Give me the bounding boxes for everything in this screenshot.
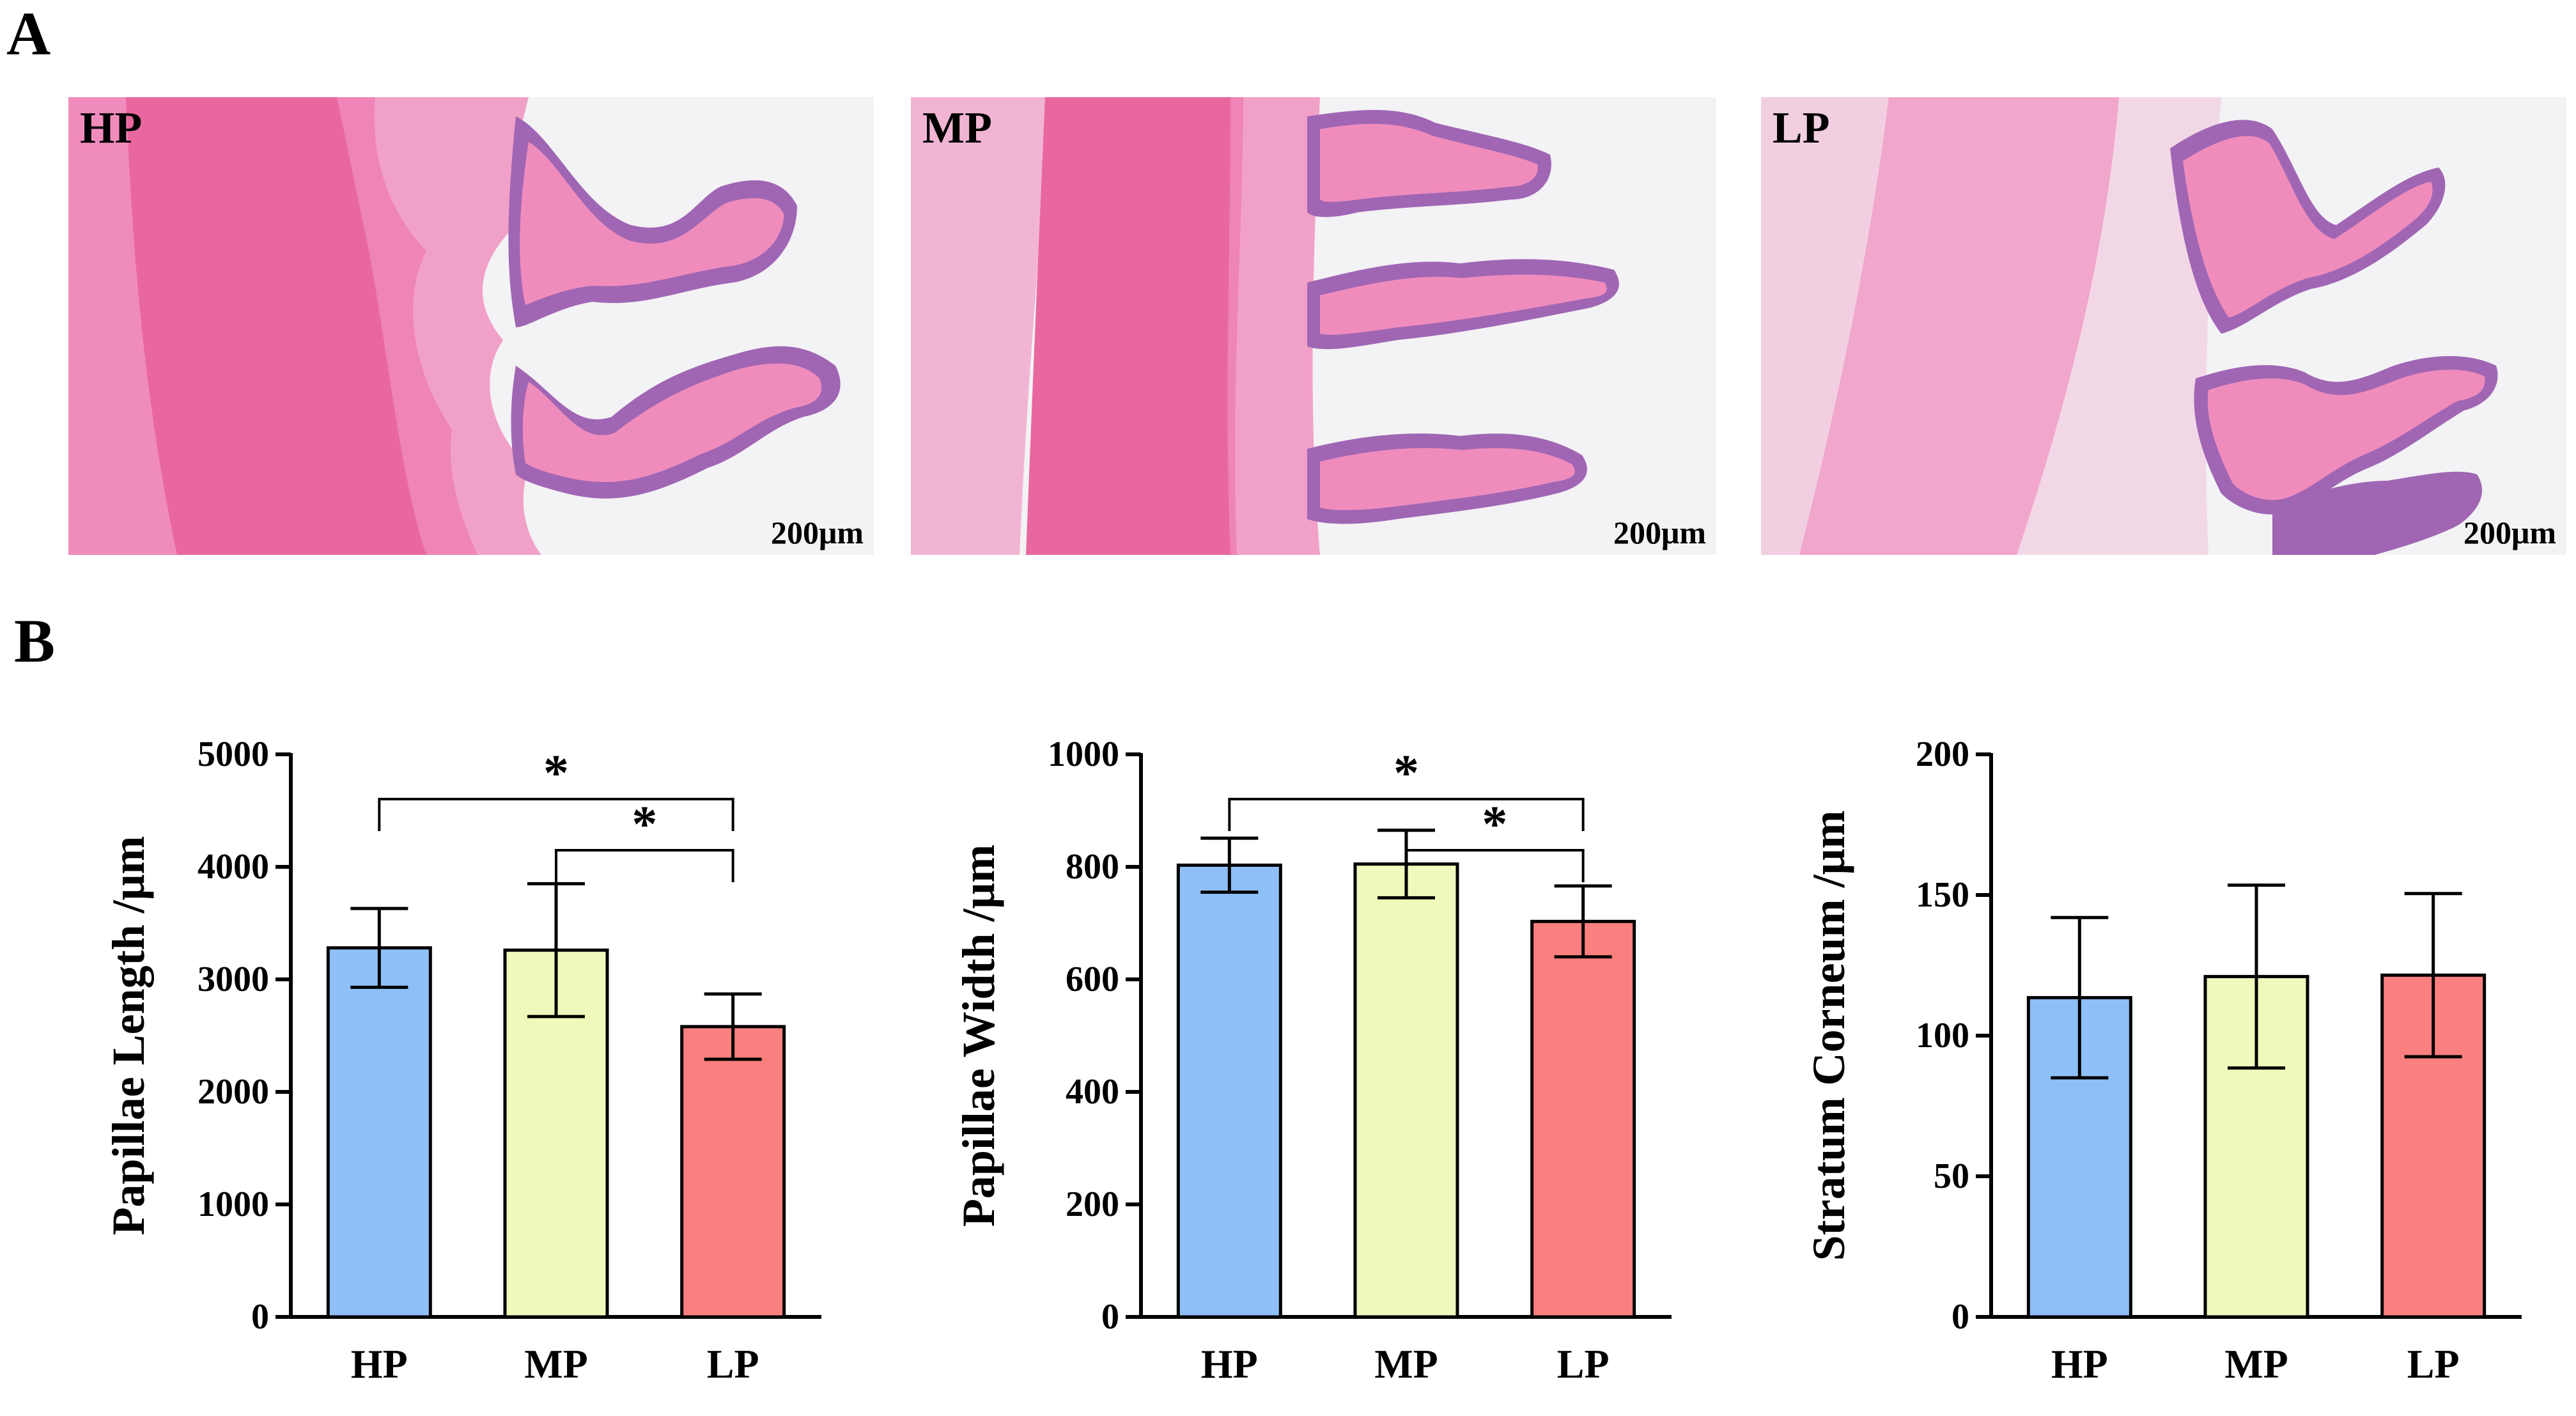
significance-bracket [555, 849, 734, 882]
micrograph-label: MP [922, 104, 992, 153]
micrograph-hp: HP 200μm [68, 97, 874, 555]
y-tick-label: 4000 [198, 847, 269, 887]
scale-bar-label: 200μm [771, 515, 864, 550]
y-tick-label: 1000 [1048, 735, 1119, 774]
significance-bracket [1228, 798, 1585, 831]
significance-star: * [632, 797, 657, 853]
significance-bracket [378, 798, 734, 831]
y-axis-label: Papillae Width /μm [953, 844, 1004, 1227]
micrograph-label: HP [80, 104, 143, 153]
scale-bar-label: 200μm [1613, 515, 1706, 550]
bar-mp [1353, 862, 1459, 1319]
y-tick-label: 200 [1066, 1185, 1119, 1224]
panel-a-letter: A [6, 0, 51, 68]
y-tick-label: 0 [1101, 1297, 1119, 1337]
scale-bar-label: 200μm [2463, 515, 2556, 550]
chart-stratum-corneum-svg: 0 50 100 150 200 Stratum Corneum /μm HP MP LP [1803, 735, 2522, 1387]
significance-star: * [543, 745, 569, 802]
y-tick-label: 200 [1916, 735, 1969, 774]
x-tick-label: HP [2051, 1341, 2108, 1387]
y-tick-label: 100 [1916, 1016, 1969, 1055]
significance-star: * [1393, 745, 1419, 802]
x-tick-label: LP [2407, 1341, 2460, 1387]
micrograph-label: LP [1773, 104, 1830, 153]
bar-lp [1530, 919, 1636, 1319]
y-tick-label: 0 [251, 1297, 269, 1337]
x-tick-label: MP [524, 1341, 588, 1387]
y-tick-label: 3000 [198, 960, 269, 999]
y-tick-label: 1000 [198, 1185, 269, 1224]
x-tick-label: HP [351, 1341, 408, 1387]
y-tick-label: 400 [1066, 1072, 1119, 1112]
y-tick-label: 150 [1916, 875, 1969, 915]
y-tick-label: 600 [1066, 960, 1119, 999]
y-axis-label: Stratum Corneum /μm [1803, 811, 1854, 1261]
significance-star: * [1482, 797, 1507, 853]
x-tick-label: HP [1201, 1341, 1258, 1387]
bar-hp [326, 946, 432, 1319]
chart-papillae-length-svg: 0 1000 2000 3000 4000 5000 Papillae Length /μm… [103, 735, 821, 1387]
chart-papillae-width-svg: 0 200 400 600 800 1000 Papillae Width /μm HP MP L… [953, 735, 1672, 1387]
x-tick-label: MP [2224, 1341, 2288, 1387]
y-axis-label: Papillae Length /μm [103, 836, 154, 1236]
panel-b-letter: B [14, 607, 56, 675]
micrograph-mp: MP 200μm [911, 97, 1716, 555]
chart-papillae-width: 0 200 400 600 800 1000 Papillae Width /μm HP MP L… [850, 671, 1681, 1416]
micrograph-lp-tissue [1761, 97, 2566, 555]
x-tick-label: LP [1557, 1341, 1610, 1387]
micrograph-lp: LP 200μm [1761, 97, 2566, 555]
chart-stratum-corneum: 0 50 100 150 200 Stratum Corneum /μm HP MP LP [1700, 671, 2550, 1416]
bar-hp [1176, 863, 1282, 1319]
y-tick-label: 50 [1934, 1156, 1969, 1196]
chart-papillae-length: 0 1000 2000 3000 4000 5000 Papillae Length /μm… [0, 671, 831, 1416]
bar-lp [680, 1025, 786, 1319]
x-tick-label: LP [707, 1341, 759, 1387]
significance-bracket [1405, 849, 1585, 882]
y-tick-label: 2000 [198, 1072, 269, 1112]
micrograph-hp-tissue [68, 97, 874, 555]
y-tick-label: 800 [1066, 847, 1119, 887]
micrograph-mp-tissue [911, 97, 1716, 555]
x-tick-label: MP [1374, 1341, 1438, 1387]
y-tick-label: 5000 [198, 735, 269, 774]
y-tick-label: 0 [1951, 1297, 1969, 1337]
